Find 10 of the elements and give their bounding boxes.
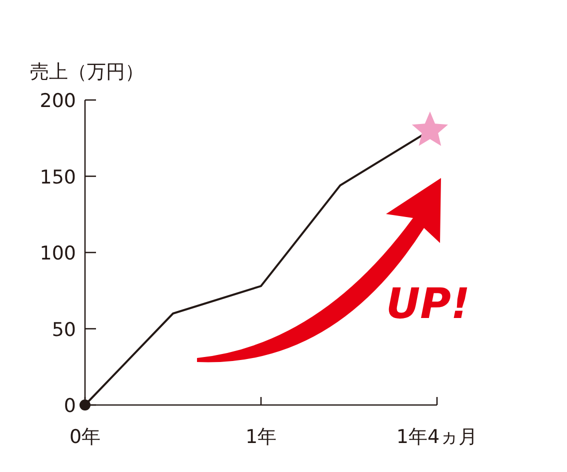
x-tick-label: 0年	[69, 426, 101, 448]
annotation: UP!	[386, 279, 470, 328]
y-tick-label: 100	[40, 242, 76, 264]
y-tick-label: 0	[64, 395, 76, 417]
x-tick-label: 1年4ヵ月	[396, 426, 478, 448]
x-tick-label: 1年	[245, 426, 277, 448]
y-axis-title: 売上（万円）	[30, 61, 144, 83]
y-tick-label: 50	[52, 318, 76, 341]
y-tick-label: 150	[40, 166, 76, 188]
y-tick-label: 200	[40, 90, 76, 112]
